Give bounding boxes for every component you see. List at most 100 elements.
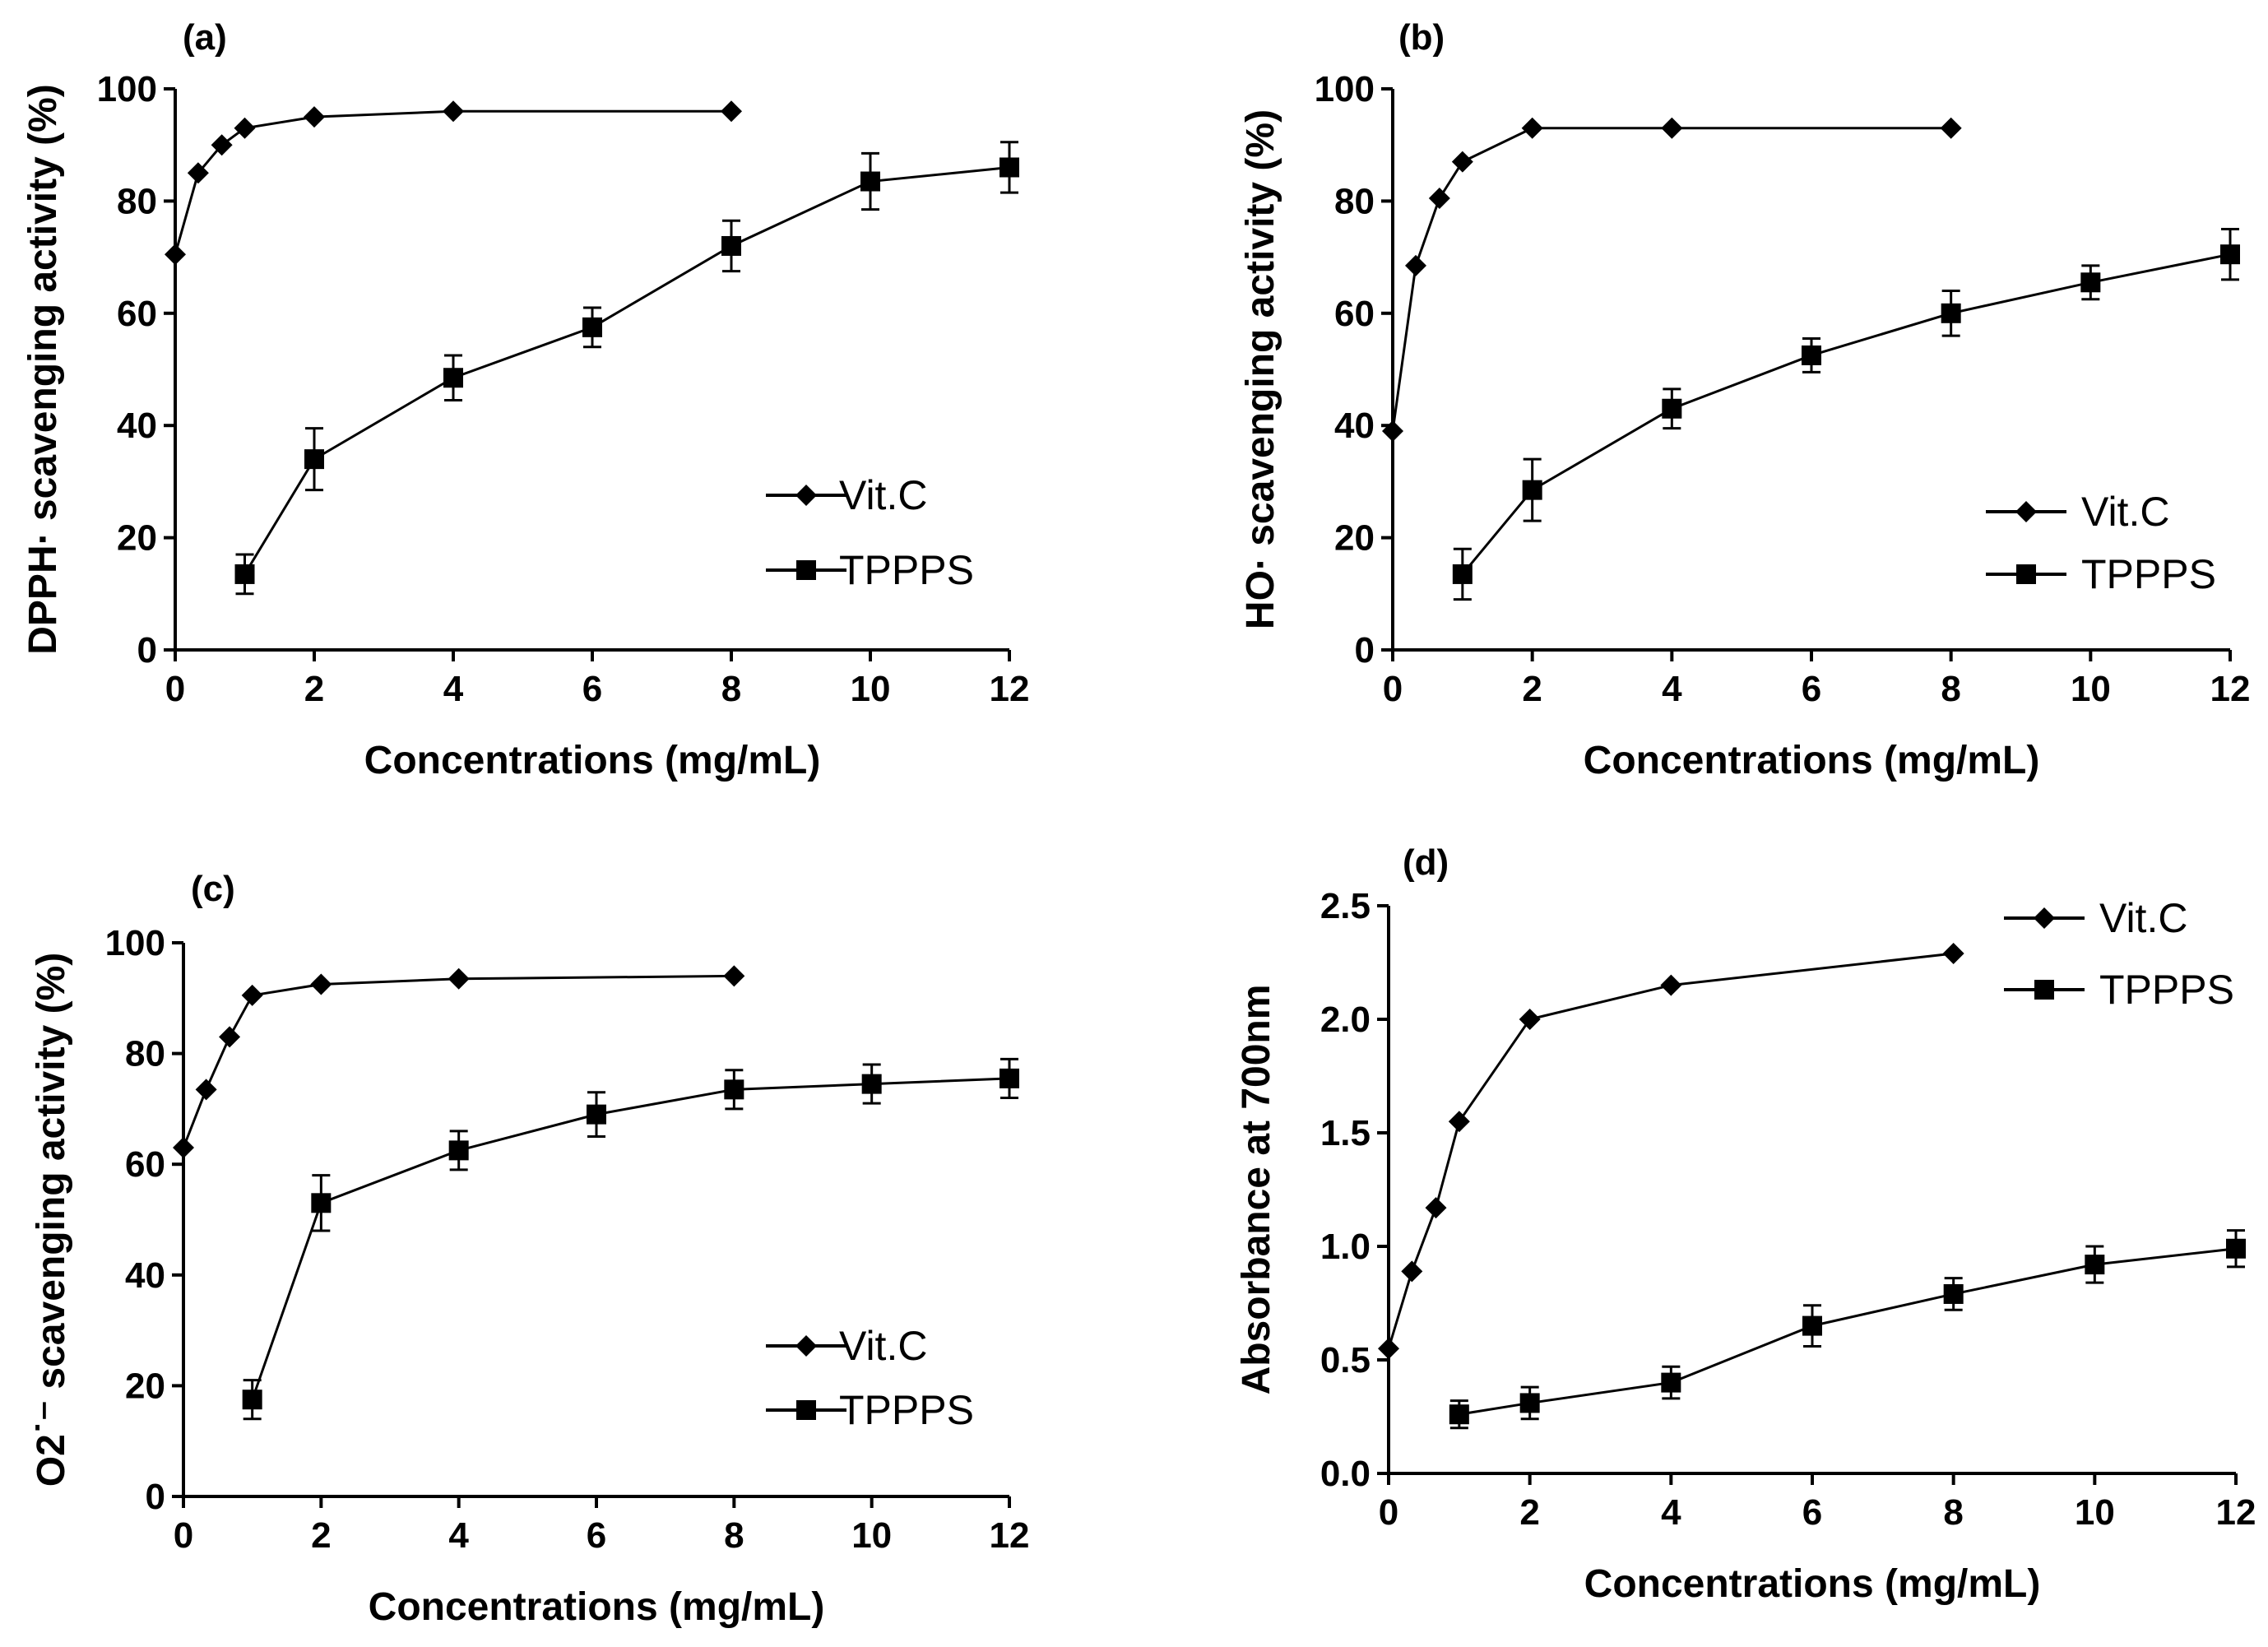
y-tick-label: 60 — [1334, 294, 1375, 334]
series-tppps — [1452, 228, 2240, 601]
series-vit-c — [1382, 117, 1962, 443]
data-point-square — [724, 1079, 744, 1100]
series-tppps — [1449, 1229, 2246, 1430]
data-point-diamond — [1401, 1260, 1423, 1283]
data-point-diamond — [1382, 420, 1403, 443]
data-point-diamond — [723, 965, 745, 987]
series-line — [1459, 1247, 2237, 1416]
panel-label: (d) — [1403, 842, 1449, 883]
legend-label: TPPPS — [2099, 967, 2234, 1013]
y-axis-title: DPPH· scavenging activity (%) — [21, 84, 65, 655]
series-vit-c — [1378, 942, 1964, 1360]
legend-marker-square — [796, 1400, 816, 1420]
x-tick-label: 0 — [165, 669, 185, 709]
data-point-square — [304, 449, 324, 470]
x-axis-title: Concentrations (mg/mL) — [1584, 739, 2040, 782]
data-point-square — [1449, 1404, 1469, 1425]
series-vit-c — [173, 965, 745, 1159]
data-point-square — [443, 368, 463, 388]
data-point-square — [1941, 303, 1961, 323]
data-point-diamond — [1404, 254, 1426, 276]
data-point-square — [861, 1074, 882, 1094]
legend-label: Vit.C — [839, 472, 927, 518]
data-point-diamond — [1428, 187, 1450, 209]
y-tick-label: 2.5 — [1320, 886, 1371, 926]
x-tick-label: 2 — [311, 1515, 331, 1556]
panel-label: (a) — [183, 17, 227, 58]
x-axis-title: Concentrations (mg/mL) — [364, 739, 821, 782]
x-tick-label: 12 — [2210, 669, 2251, 709]
legend-label: Vit.C — [2099, 895, 2187, 941]
legend-marker-diamond — [795, 485, 817, 506]
y-tick-label: 0 — [1355, 630, 1375, 670]
legend-label: Vit.C — [2081, 489, 2169, 535]
data-point-diamond — [448, 967, 470, 990]
data-point-diamond — [1425, 1197, 1447, 1219]
y-tick-label: 0 — [137, 630, 157, 670]
data-point-diamond — [1448, 1111, 1470, 1133]
y-tick-label: 60 — [125, 1144, 165, 1185]
y-tick-label: 20 — [1334, 518, 1375, 559]
y-tick-label: 0.0 — [1320, 1454, 1371, 1494]
y-tick-label: 80 — [117, 181, 157, 221]
data-point-square — [1802, 1315, 1822, 1336]
legend: Vit.C TPPPS — [766, 472, 974, 593]
series-line — [182, 974, 735, 1148]
legend: Vit.C TPPPS — [2004, 895, 2234, 1013]
data-point-square — [242, 1390, 262, 1410]
panel-label: (b) — [1398, 17, 1445, 58]
x-tick-label: 0 — [1379, 1492, 1398, 1533]
data-point-square — [721, 235, 741, 256]
x-tick-label: 12 — [2216, 1492, 2256, 1533]
y-tick-label: 1.0 — [1320, 1227, 1371, 1267]
data-point-diamond — [211, 134, 233, 156]
x-tick-label: 10 — [2075, 1492, 2115, 1533]
series-line — [1391, 127, 1951, 432]
data-point-diamond — [310, 973, 332, 995]
y-tick-label: 80 — [1334, 181, 1375, 221]
legend-marker-diamond — [2034, 907, 2055, 929]
y-axis-title: Absorbance at 700nm — [1235, 985, 1278, 1395]
legend: Vit.C TPPPS — [1986, 489, 2216, 597]
data-point-square — [999, 1068, 1019, 1088]
data-point-square — [582, 317, 602, 337]
x-tick-label: 2 — [1522, 669, 1542, 709]
legend-label: TPPPS — [2081, 551, 2216, 597]
data-point-square — [2226, 1238, 2246, 1259]
y-tick-label: 2.0 — [1320, 1000, 1371, 1040]
legend-label: TPPPS — [839, 547, 974, 593]
x-tick-label: 8 — [724, 1515, 744, 1556]
x-tick-label: 8 — [1943, 1492, 1963, 1533]
data-point-diamond — [1519, 1009, 1541, 1030]
data-point-square — [1661, 1372, 1681, 1393]
data-point-square — [2085, 1255, 2105, 1275]
y-tick-label: 40 — [1334, 406, 1375, 446]
x-tick-label: 6 — [1802, 1492, 1822, 1533]
data-point-diamond — [195, 1079, 217, 1101]
x-tick-label: 4 — [1662, 669, 1682, 709]
y-tick-label: 20 — [117, 518, 157, 559]
x-tick-label: 2 — [1519, 1492, 1539, 1533]
y-axis-title: HO· scavenging activity (%) — [1239, 109, 1282, 629]
data-point-diamond — [1451, 151, 1473, 173]
x-tick-label: 6 — [582, 669, 602, 709]
chart-panel-b: 0 2 4 6 8 10 12 0 20 40 60 80 100 Concentrations (mg/… — [1239, 17, 2250, 782]
data-point-diamond — [1940, 117, 1962, 139]
x-tick-label: 6 — [1802, 669, 1821, 709]
x-tick-label: 8 — [721, 669, 741, 709]
legend-marker-diamond — [2015, 501, 2037, 522]
x-tick-label: 6 — [587, 1515, 606, 1556]
data-point-diamond — [165, 244, 186, 266]
data-point-square — [2080, 272, 2101, 293]
x-tick-label: 8 — [1941, 669, 1960, 709]
data-point-diamond — [1942, 942, 1964, 964]
chart-panel-a: 0 2 4 6 8 10 12 0 20 40 60 80 100 Concentrations (mg/… — [21, 17, 1029, 782]
data-point-square — [1943, 1283, 1964, 1304]
y-tick-label: 0.5 — [1320, 1340, 1371, 1380]
legend-marker-square — [796, 560, 816, 580]
data-point-square — [999, 157, 1019, 178]
data-point-diamond — [241, 984, 263, 1006]
chart-panel-c: 0 2 4 6 8 10 12 0 20 40 60 80 100 Concentrations (mg/… — [30, 869, 1029, 1629]
data-point-square — [1802, 345, 1821, 365]
series-line — [174, 109, 731, 255]
